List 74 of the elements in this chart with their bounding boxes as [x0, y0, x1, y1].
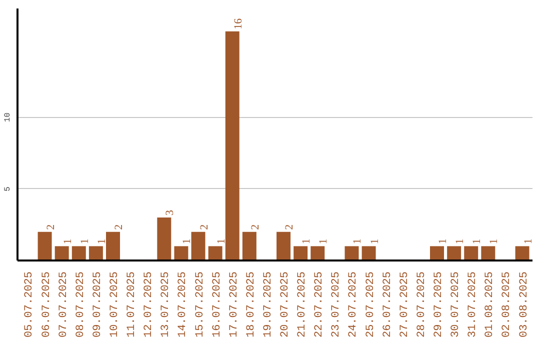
x-tick-label: 23.07.2025	[330, 271, 343, 338]
x-tick-label: 28.07.2025	[416, 271, 428, 338]
x-tick-label: 10.07.2025	[108, 271, 121, 338]
x-tick-label: 24.07.2025	[348, 271, 360, 338]
x-tick-label: 20.07.2025	[280, 271, 292, 338]
bar	[430, 246, 444, 260]
data-label: 2	[284, 224, 296, 230]
data-label: 1	[96, 238, 108, 244]
data-label: 1	[318, 238, 330, 244]
bar	[464, 246, 478, 260]
x-tick-label: 07.07.2025	[58, 271, 70, 338]
x-tick-label: 16.07.2025	[211, 271, 224, 338]
bar	[88, 246, 103, 260]
x-tick-label: 26.07.2025	[382, 271, 394, 338]
x-tick-label: 03.08.2025	[518, 271, 530, 338]
bar	[38, 232, 52, 260]
bar	[344, 246, 359, 260]
bar	[447, 246, 462, 260]
bar	[157, 218, 172, 260]
data-label: 1	[215, 238, 228, 244]
data-label: 2	[112, 224, 125, 230]
data-label: 1	[488, 238, 500, 244]
x-tick-label: 25.07.2025	[364, 271, 377, 338]
x-tick-label: 21.07.2025	[296, 271, 309, 338]
x-tick-label: 18.07.2025	[245, 271, 258, 338]
data-label: 1	[522, 238, 534, 244]
bar	[515, 246, 530, 260]
x-tick-label: 17.07.2025	[228, 271, 240, 338]
x-tick-label: 22.07.2025	[314, 271, 326, 338]
x-tick-label: 13.07.2025	[160, 271, 172, 338]
x-tick-label: 06.07.2025	[40, 271, 53, 338]
data-label: 3	[164, 210, 176, 216]
bar	[294, 246, 308, 260]
x-tick-label: 30.07.2025	[450, 271, 462, 338]
data-label: 1	[78, 238, 91, 244]
bar	[54, 246, 69, 260]
data-label: 1	[454, 238, 466, 244]
x-tick-label: 15.07.2025	[194, 271, 206, 338]
data-label: 2	[44, 224, 57, 230]
data-label: 1	[181, 238, 194, 244]
x-tick-label: 19.07.2025	[262, 271, 274, 338]
data-label: 2	[198, 224, 210, 230]
bar	[72, 246, 86, 260]
x-tick-label: 08.07.2025	[74, 271, 87, 338]
bar	[362, 246, 376, 260]
y-tick-label: 5	[4, 186, 12, 192]
data-label: 1	[62, 238, 74, 244]
x-tick-label: 02.08.2025	[501, 271, 514, 338]
x-tick-label: 09.07.2025	[92, 271, 104, 338]
bar	[174, 246, 188, 260]
x-tick-label: 14.07.2025	[177, 271, 190, 338]
bar	[310, 246, 325, 260]
bar	[276, 232, 291, 260]
data-label: 1	[437, 238, 450, 244]
x-tick-label: 27.07.2025	[398, 271, 411, 338]
data-label: 16	[232, 18, 244, 30]
x-tick-label: 05.07.2025	[24, 271, 36, 338]
x-tick-label: 01.08.2025	[484, 271, 496, 338]
bar	[106, 232, 120, 260]
bar	[481, 246, 496, 260]
bar	[242, 232, 256, 260]
data-label: 2	[249, 224, 262, 230]
x-tick-label: 29.07.2025	[433, 271, 446, 338]
bar	[191, 232, 206, 260]
bar	[208, 246, 222, 260]
x-tick-label: 11.07.2025	[126, 271, 138, 338]
data-label: 1	[300, 238, 313, 244]
x-tick-label: 12.07.2025	[143, 271, 156, 338]
data-label: 1	[352, 238, 364, 244]
x-tick-label: 31.07.2025	[467, 271, 480, 338]
data-label: 1	[471, 238, 484, 244]
y-tick-label: 10	[4, 112, 12, 122]
bar	[225, 31, 240, 260]
data-label: 1	[368, 238, 381, 244]
